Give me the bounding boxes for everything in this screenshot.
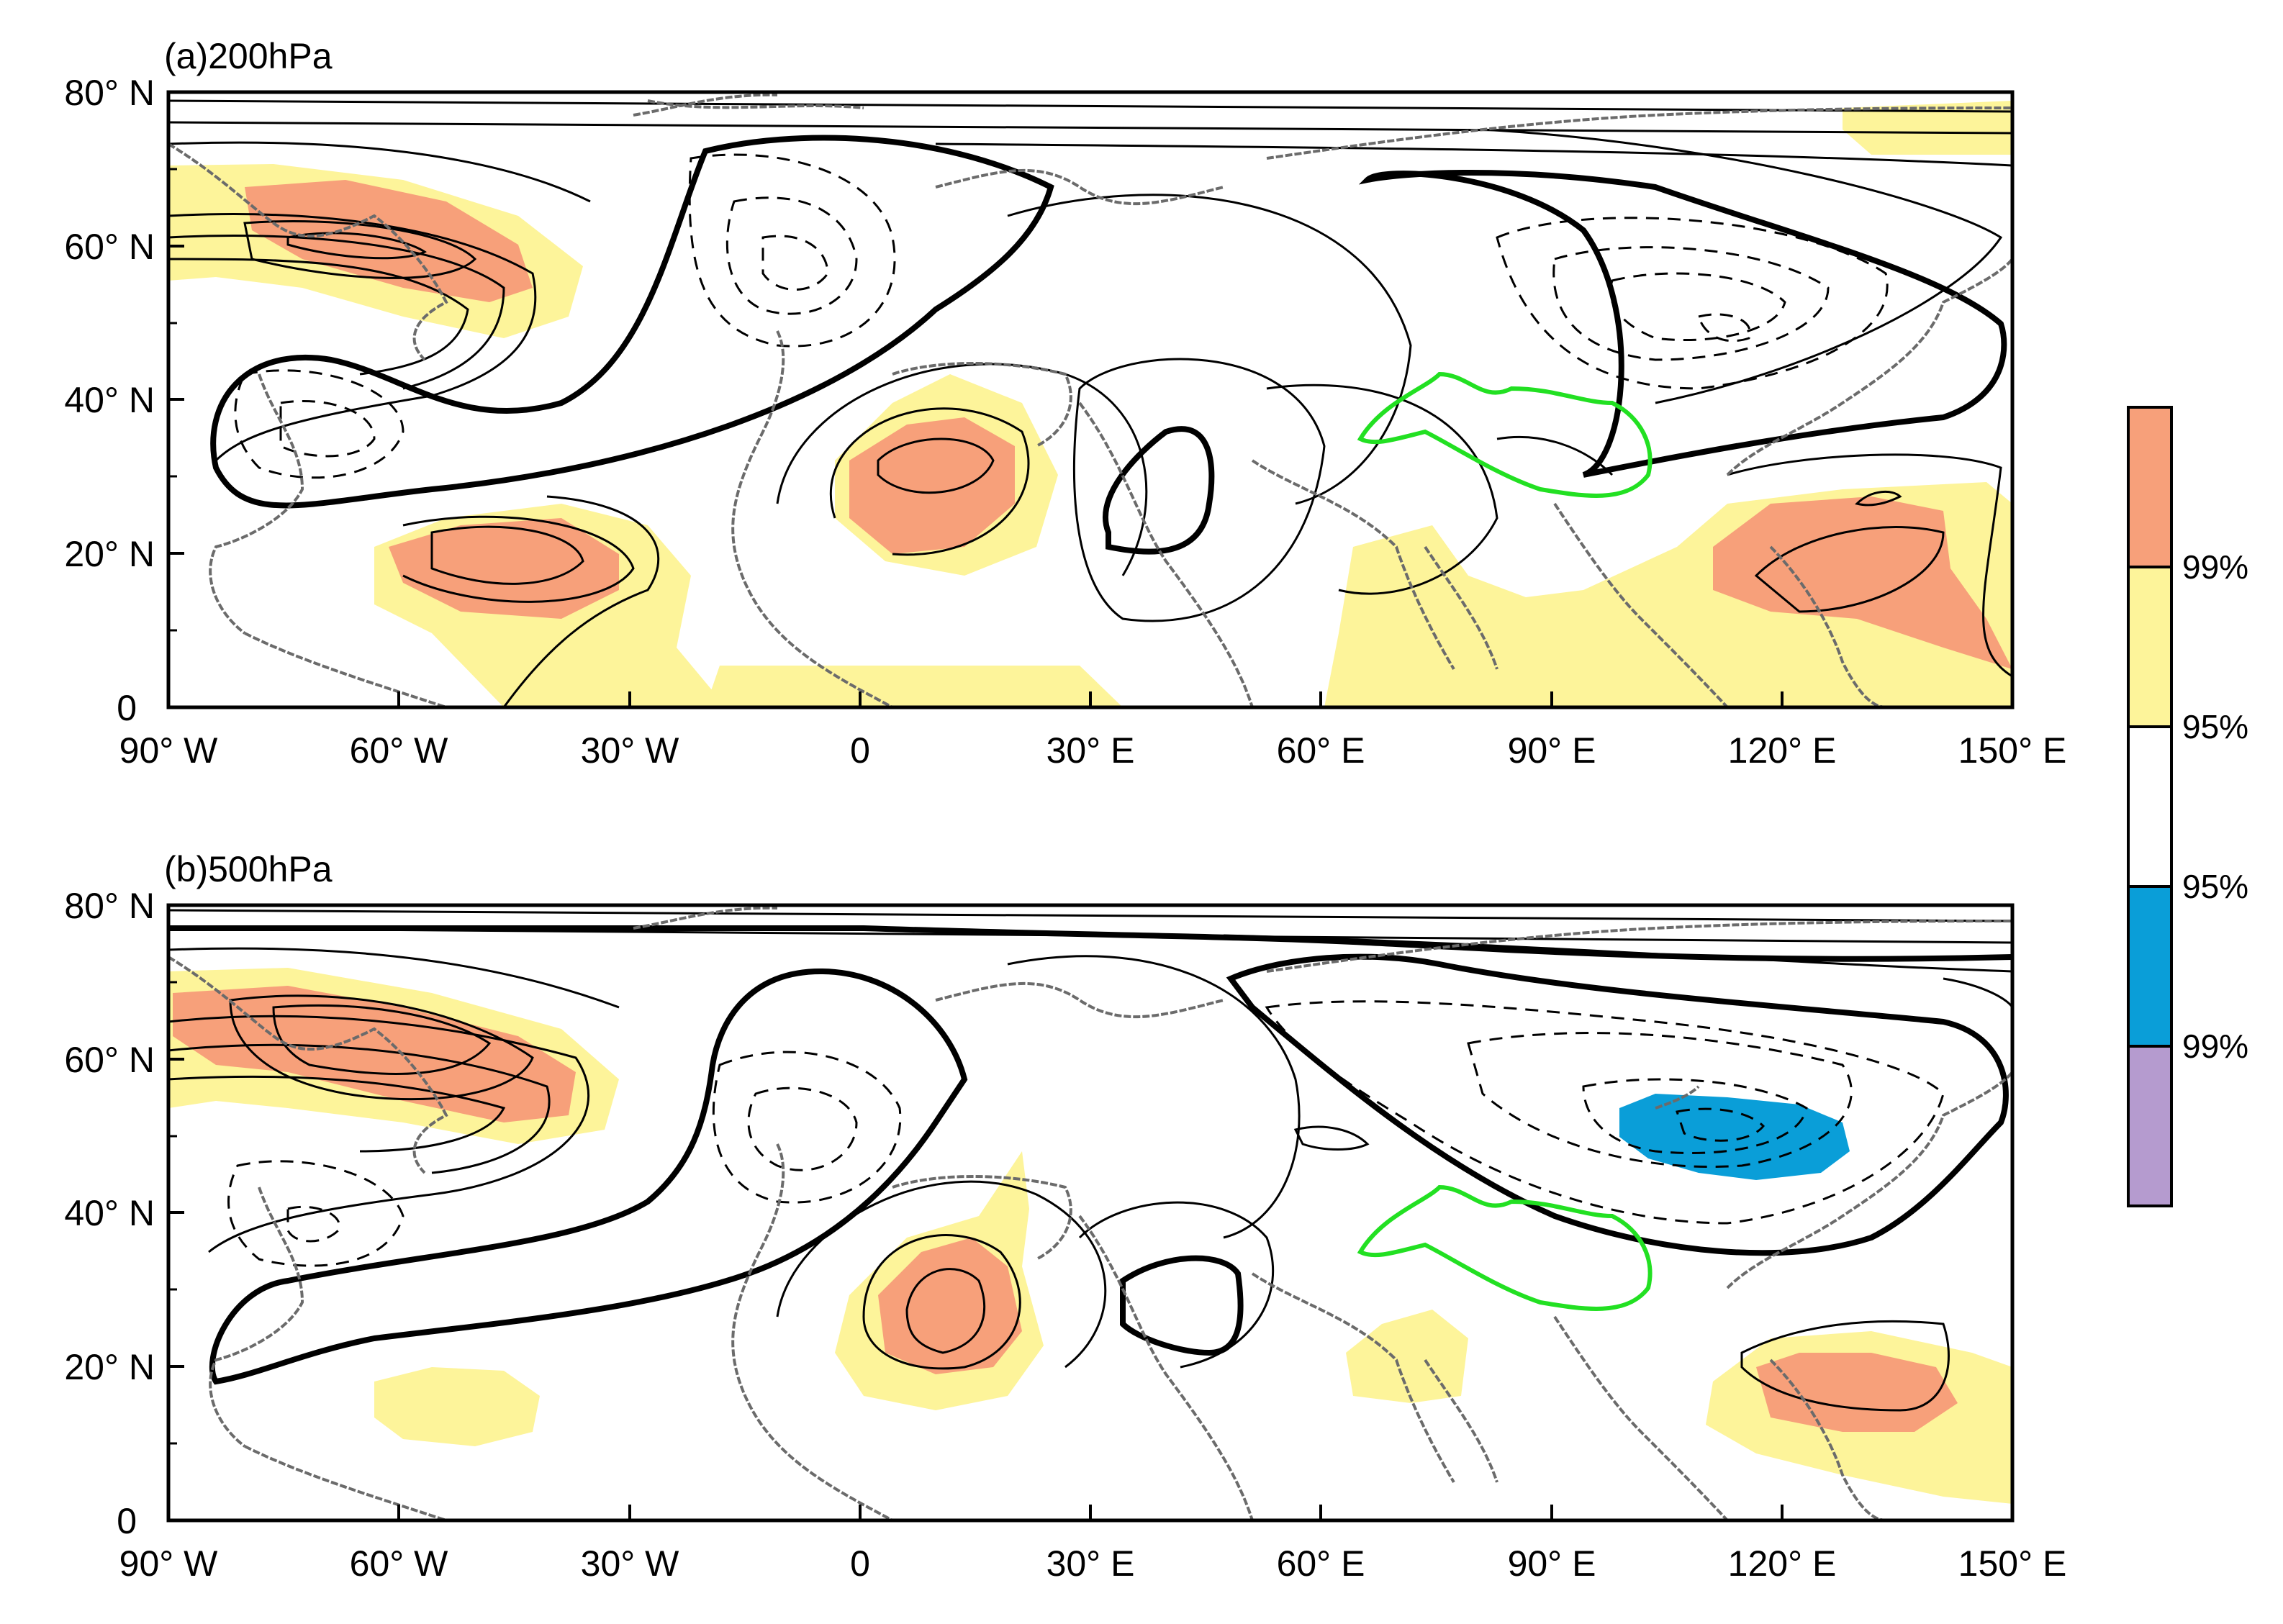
x-tick-label: 120° E [1728, 1543, 1837, 1584]
contours-zero-b [168, 925, 2012, 1385]
y-tick-label: 20° N [64, 534, 155, 574]
panel-a: (a)200hPa [64, 36, 2066, 771]
x-tick-label: 60° W [350, 1543, 449, 1584]
colorbar: 99% 95% 95% 99% [2127, 406, 2248, 1207]
shade-95-atl-b [374, 1367, 540, 1446]
x-tick-label: 30° E [1046, 1543, 1135, 1584]
colorbar-box-neg99 [2128, 1046, 2171, 1206]
colorbar-label: 99% [2182, 548, 2248, 586]
x-tick-label: 30° E [1046, 730, 1135, 771]
x-tick-label: 90° E [1508, 730, 1596, 771]
plateau-outline-a [1357, 371, 1653, 498]
colorbar-box-pos99 [2128, 407, 2171, 567]
y-tick-label: 20° N [64, 1347, 155, 1387]
x-tick-label: 90° W [119, 1543, 219, 1584]
plateau-outline-b [1357, 1184, 1653, 1311]
panel-a-map [168, 92, 2012, 707]
y-tick-label: 80° N [64, 886, 155, 926]
shade-95-gulf [705, 666, 1123, 707]
panel-a-title: (a)200hPa [164, 36, 333, 76]
x-tick-label: 0 [850, 1543, 870, 1584]
x-tick-label: 0 [850, 730, 870, 771]
y-tick-label: 0 [117, 1501, 137, 1541]
colorbar-box-neutral [2128, 727, 2171, 886]
x-tick-label: 30° W [581, 730, 680, 771]
panel-b-title: (b)500hPa [164, 849, 333, 889]
colorbar-label: 95% [2182, 868, 2248, 905]
x-tick-label: 60° W [350, 730, 449, 771]
shade-99-wpac-b [1756, 1353, 1958, 1432]
x-tick-label: 150° E [1958, 730, 2067, 771]
colorbar-label: 99% [2182, 1028, 2248, 1065]
contours-dashed-b [227, 1000, 1945, 1267]
panel-b: (b)500hPa [64, 849, 2066, 1584]
y-tick-label: 40° N [64, 380, 155, 420]
panel-a-yticks: 80° N 60° N 40° N 20° N 0 [64, 73, 184, 728]
x-tick-label: 30° W [581, 1543, 680, 1584]
panel-b-xticks: 90° W 60° W 30° W 0 30° E 60° E 90° E 12… [119, 1505, 2067, 1584]
y-tick-label: 80° N [64, 73, 155, 113]
shade-99-wpac [1713, 496, 2012, 669]
x-tick-label: 90° W [119, 730, 219, 771]
shade-99-atl [389, 518, 619, 619]
panel-b-map [168, 905, 2012, 1520]
panel-b-yticks: 80° N 60° N 40° N 20° N 0 [64, 886, 184, 1541]
coastline-b [168, 906, 2012, 1520]
coastline-a [168, 93, 2012, 707]
y-tick-label: 40° N [64, 1193, 155, 1233]
y-tick-label: 0 [117, 688, 137, 728]
colorbar-label: 95% [2182, 708, 2248, 745]
shade-99-africa-b [878, 1238, 1022, 1374]
colorbar-frame [2127, 406, 2173, 1207]
x-tick-label: 60° E [1277, 1543, 1365, 1584]
contours-dashed-a [234, 153, 1889, 479]
colorbar-box-pos95 [2128, 567, 2171, 727]
x-tick-label: 90° E [1508, 1543, 1596, 1584]
shade-neg95-b [1619, 1094, 1850, 1180]
x-tick-label: 150° E [1958, 1543, 2067, 1584]
shade-99-na [245, 180, 533, 302]
x-tick-label: 120° E [1728, 730, 1837, 771]
x-tick-label: 60° E [1277, 730, 1365, 771]
y-tick-label: 60° N [64, 1040, 155, 1080]
y-tick-label: 60° N [64, 227, 155, 267]
shade-95-arctic [1843, 101, 2012, 155]
colorbar-box-neg95 [2128, 886, 2171, 1046]
panel-a-xticks: 90° W 60° W 30° W 0 30° E 60° E 90° E 12… [119, 691, 2067, 771]
